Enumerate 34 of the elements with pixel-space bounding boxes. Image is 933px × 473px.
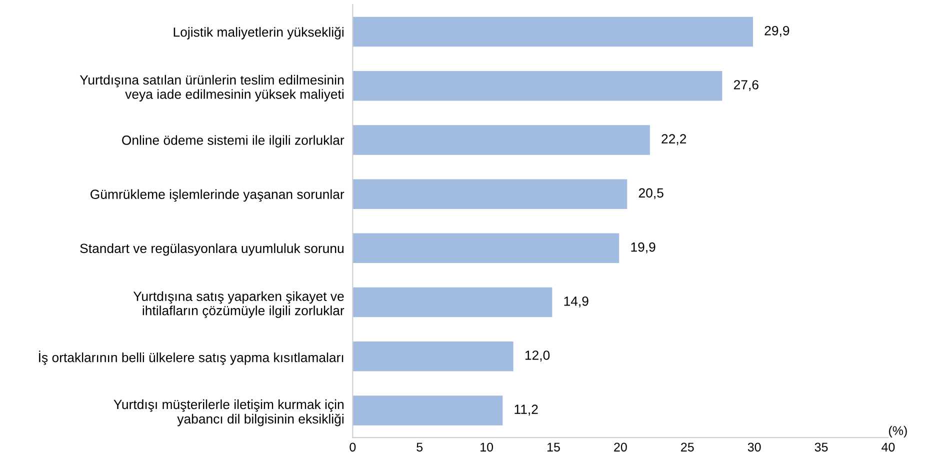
y-tick-label: Gümrükleme işlemlerinde yaşanan sorunlar <box>90 189 344 202</box>
bar <box>352 16 753 47</box>
data-label: 14,9 <box>564 296 588 308</box>
x-tick-label: 20 <box>614 442 627 452</box>
x-tick-label: 5 <box>416 442 423 452</box>
bar <box>352 71 722 101</box>
data-label: 27,6 <box>734 80 758 91</box>
bar <box>352 179 628 209</box>
x-tick-label: 40 <box>882 442 895 452</box>
y-tick-label: Yurtdışına satış yaparken şikayet ve ihtilafların çözümüyle ilgili zorluklar <box>133 291 344 318</box>
data-label: 19,9 <box>631 242 656 254</box>
data-label: 29,9 <box>764 26 790 37</box>
bar <box>352 342 514 372</box>
data-label: 11,2 <box>514 404 538 416</box>
y-tick-label: Yurtdışına satılan ürünlerin teslim edilmesinin veya iade edilmesinin yüksek maliyeti <box>80 74 344 102</box>
y-tick-label: Standart ve regülasyonlara uyumluluk sorunu <box>80 243 344 256</box>
bar <box>352 396 503 426</box>
y-tick-label: İş ortaklarının belli ülkelere satış yapma kısıtlamaları <box>39 350 344 365</box>
x-tick-label: 0 <box>350 442 356 452</box>
data-label: 22,2 <box>662 134 686 146</box>
x-tick-label: 10 <box>480 442 494 452</box>
x-tick-label: 35 <box>814 442 828 452</box>
bar <box>352 287 552 318</box>
x-tick-label: 30 <box>748 442 761 452</box>
y-tick-label: Online ödeme sistemi ile ilgili zorluklar <box>122 135 344 148</box>
y-tick-label: Lojistik maliyetlerin yüksekliği <box>174 26 344 40</box>
text: (%) <box>888 426 907 438</box>
x-tick-label: 25 <box>681 442 694 452</box>
x-tick-label: 15 <box>548 442 560 452</box>
bar <box>352 233 620 264</box>
data-label: 20,5 <box>638 188 664 200</box>
bar <box>352 125 650 155</box>
y-tick-label: Yurtdışı müşterilerle iletişim kurmak için yabancı dil bilgisinin eksikliği <box>114 399 344 426</box>
data-label: 12,0 <box>525 350 550 362</box>
